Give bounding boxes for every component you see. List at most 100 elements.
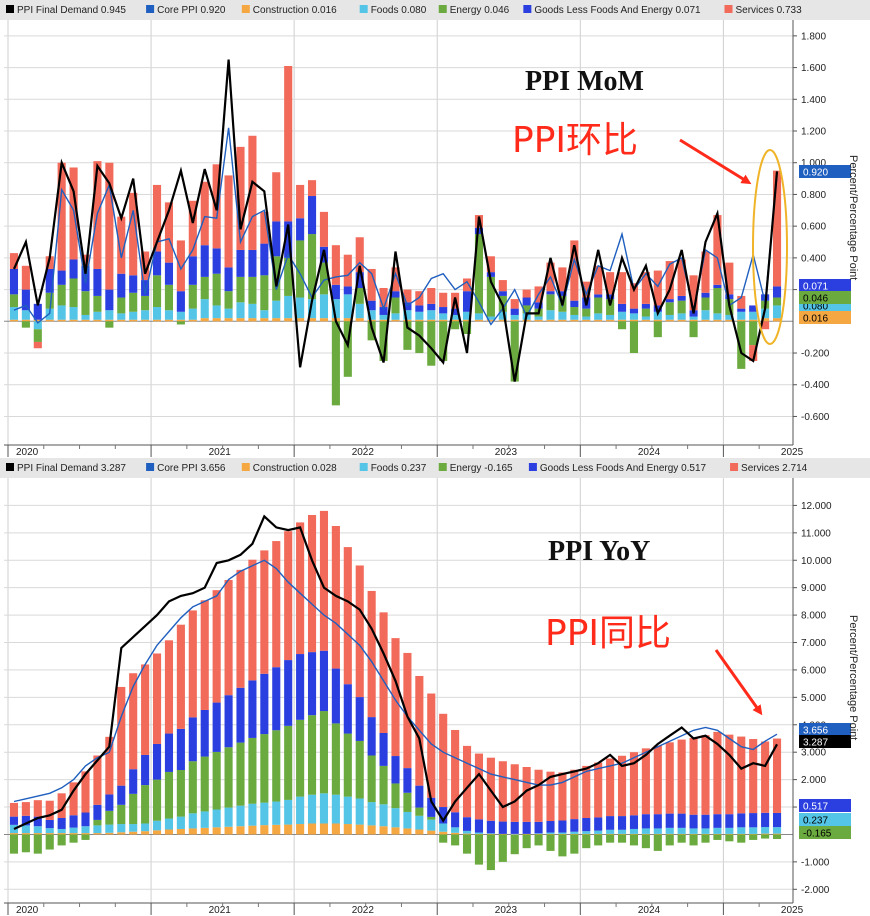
bar-foods-39: [474, 832, 484, 834]
bar-goods-48: [582, 818, 591, 832]
bar-construction-40: [486, 319, 495, 322]
bar-construction-45: [546, 319, 555, 322]
bar-services-33: [403, 289, 412, 303]
bar-energy-47: [570, 307, 579, 315]
bar-foods-35: [427, 819, 436, 831]
bar-foods-9: [117, 824, 126, 833]
bar-goods-42: [510, 821, 519, 834]
bar-services-25: [307, 515, 317, 653]
bar-construction-34: [415, 319, 424, 322]
bar-services-24: [296, 522, 305, 655]
bar-services-53: [641, 272, 650, 304]
bar-goods-26: [319, 650, 329, 712]
bar-energy-35: [427, 816, 436, 820]
bar-services-52: [629, 752, 639, 816]
bar-energy-18: [224, 291, 233, 309]
legend-swatch-goods: [528, 463, 537, 471]
bar-construction-12: [152, 319, 162, 322]
legend-swatch-foods: [359, 463, 368, 471]
badge-energy: -0.165: [803, 829, 832, 840]
y-tick-label-1: -0.400: [801, 380, 830, 391]
bar-services-59: [713, 731, 722, 815]
bar-construction-11: [141, 831, 150, 835]
bar-energy-40: [486, 834, 495, 871]
bar-energy-27: [331, 723, 340, 795]
bar-foods-27: [331, 794, 340, 824]
bar-goods-0: [9, 816, 19, 825]
bar-construction-56: [677, 319, 686, 322]
bar-foods-47: [570, 831, 579, 834]
legend-swatch-energy: [438, 5, 447, 13]
bar-construction-58: [701, 833, 710, 835]
bar-goods-6: [81, 812, 90, 827]
bar-goods-57: [689, 814, 698, 829]
bar-goods-33: [403, 302, 412, 311]
bar-energy-56: [677, 834, 686, 843]
bar-foods-32: [391, 808, 400, 828]
bar-services-21: [260, 550, 269, 674]
bar-services-60: [725, 734, 734, 815]
bar-energy-10: [129, 793, 138, 825]
bar-goods-47: [570, 300, 579, 308]
bar-foods-24: [296, 796, 305, 825]
bar-services-51: [617, 272, 627, 304]
bar-goods-31: [379, 307, 388, 315]
bar-energy-32: [391, 783, 400, 809]
bar-services-0: [9, 253, 19, 269]
bar-foods-21: [260, 802, 269, 826]
lines: [12, 59, 779, 382]
legend-label-services: Services 2.714: [741, 463, 808, 474]
bar-energy-23: [284, 725, 293, 800]
bar-services-64: [772, 738, 782, 813]
bar-construction-39: [474, 833, 484, 835]
bar-services-61: [737, 736, 746, 814]
bar-foods-29: [355, 798, 364, 825]
bar-goods-49: [594, 294, 603, 298]
bar-foods-20: [248, 303, 257, 319]
badge-foods: 0.237: [803, 816, 828, 827]
bar-construction-59: [713, 833, 722, 835]
bar-foods-0: [9, 824, 19, 834]
bar-construction-47: [570, 833, 579, 835]
bar-construction-51: [617, 319, 627, 322]
y-tick-label-2: -0.200: [801, 349, 830, 360]
bar-foods-7: [93, 825, 102, 834]
bar-goods-21: [260, 673, 269, 735]
bar-goods-36: [439, 307, 448, 314]
bar-foods-59: [713, 827, 722, 834]
bar-goods-5: [69, 815, 78, 828]
bar-energy-30: [367, 755, 376, 803]
bar-energy-20: [248, 276, 257, 304]
bar-services-18: [224, 580, 233, 696]
bar-services-3: [45, 800, 54, 820]
x-axis: 2020 2021 2022 2023 2024 2025: [4, 902, 804, 916]
bar-foods-4: [57, 305, 66, 320]
bar-energy-11: [141, 785, 150, 824]
bar-goods-61: [737, 813, 746, 828]
bar-energy-42: [510, 321, 519, 382]
bar-energy-7: [93, 819, 102, 826]
bar-energy-1: [21, 834, 30, 853]
bar-construction-35: [427, 830, 436, 835]
bar-foods-14: [176, 311, 185, 320]
badge-goods: 0.071: [803, 282, 828, 293]
bar-foods-58: [701, 310, 710, 320]
legend-bar: [0, 0, 870, 20]
annotation-text: PPI环比: [512, 120, 638, 161]
bar-energy-46: [558, 834, 567, 857]
legend-label-construction: Construction 0.028: [253, 463, 337, 474]
bar-foods-57: [689, 828, 698, 834]
bar-goods-9: [117, 785, 126, 805]
bar-foods-42: [510, 314, 519, 320]
bar-goods-38: [462, 817, 472, 831]
bar-energy-52: [629, 834, 639, 846]
bar-energy-6: [81, 291, 90, 315]
bar-goods-49: [594, 817, 603, 831]
bar-goods-58: [701, 814, 710, 829]
bar-foods-11: [141, 310, 150, 320]
y-tick-label-10: 1.600: [801, 63, 826, 74]
legend-swatch-services: [730, 463, 739, 471]
bar-construction-6: [81, 833, 90, 835]
